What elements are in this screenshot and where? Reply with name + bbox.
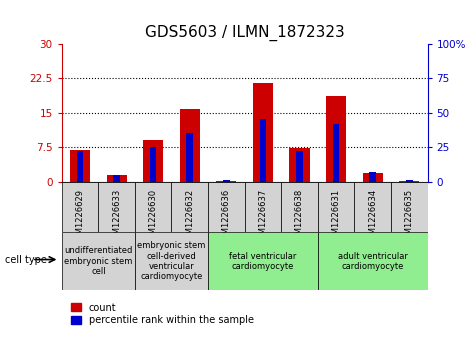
Bar [114,175,120,182]
Text: GSM1226637: GSM1226637 [258,189,267,245]
Text: GSM1226632: GSM1226632 [185,189,194,245]
Text: GSM1226633: GSM1226633 [112,189,121,245]
Bar [245,182,281,232]
Text: cell type: cell type [5,254,47,265]
Bar [180,109,200,182]
Bar [362,173,383,182]
Bar [223,180,229,182]
Bar [318,182,354,232]
Bar [296,151,303,182]
Text: GSM1226630: GSM1226630 [149,189,158,245]
Legend: count, percentile rank within the sample: count, percentile rank within the sample [71,302,254,326]
Bar [391,182,428,232]
Bar [135,182,171,232]
Bar [150,147,156,182]
Bar [354,182,391,232]
Bar [171,182,208,232]
Bar [62,182,98,232]
Bar [260,119,266,182]
Bar [370,172,376,182]
Bar [143,140,163,182]
Bar [98,182,135,232]
Bar [406,180,412,182]
Text: undifferentiated
embryonic stem
cell: undifferentiated embryonic stem cell [64,246,133,276]
Text: adult ventricular
cardiomyocyte: adult ventricular cardiomyocyte [338,252,408,271]
Text: fetal ventricular
cardiomyocyte: fetal ventricular cardiomyocyte [229,252,296,271]
Bar [208,182,245,232]
Bar [77,151,83,182]
Bar [187,133,193,182]
Bar [281,182,318,232]
Text: GSM1226634: GSM1226634 [368,189,377,245]
Text: GSM1226636: GSM1226636 [222,189,231,245]
Text: GSM1226635: GSM1226635 [405,189,414,245]
Bar [208,232,318,290]
Bar [318,232,428,290]
Bar [289,148,310,182]
Bar [326,97,346,182]
Bar [253,83,273,182]
Text: GSM1226638: GSM1226638 [295,189,304,245]
Bar [62,232,135,290]
Text: embryonic stem
cell-derived
ventricular
cardiomyocyte: embryonic stem cell-derived ventricular … [137,241,206,281]
Bar [135,232,208,290]
Title: GDS5603 / ILMN_1872323: GDS5603 / ILMN_1872323 [145,25,344,41]
Text: GSM1226631: GSM1226631 [332,189,341,245]
Bar [70,150,90,182]
Text: GSM1226629: GSM1226629 [76,189,85,245]
Bar [106,175,127,182]
Bar [333,123,339,182]
